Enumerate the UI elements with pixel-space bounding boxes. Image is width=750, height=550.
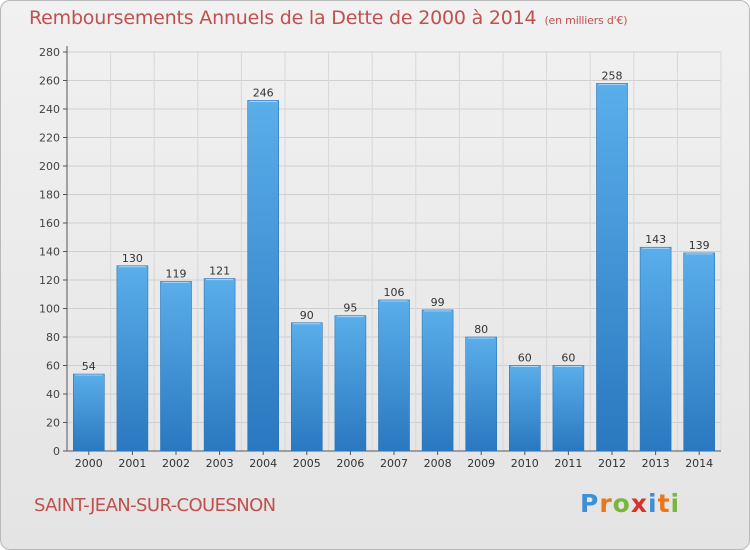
y-tick-label: 100 <box>39 303 60 316</box>
chart-unit: (en milliers d'€) <box>544 14 628 27</box>
y-tick-label: 160 <box>39 217 60 230</box>
logo-letter: i <box>648 489 658 518</box>
y-tick-label: 200 <box>39 160 60 173</box>
bar-2008[interactable] <box>421 309 454 452</box>
x-tick-label-2004: 2004 <box>249 457 277 470</box>
y-tick-label: 120 <box>39 274 60 287</box>
bar-2010[interactable] <box>508 365 541 452</box>
y-tick-label: 180 <box>39 189 60 202</box>
y-tick-label: 80 <box>46 331 60 344</box>
x-tick-label-2006: 2006 <box>336 457 364 470</box>
bar-2006[interactable] <box>334 315 367 452</box>
value-label-2012: 258 <box>602 69 623 82</box>
x-tick-label-2013: 2013 <box>642 457 670 470</box>
x-tick-label-2001: 2001 <box>118 457 146 470</box>
value-label-2006: 95 <box>343 302 357 315</box>
logo-letter: P <box>580 489 600 518</box>
bar-2002[interactable] <box>160 281 192 452</box>
x-tick-label-2007: 2007 <box>380 457 408 470</box>
data-labels: 54 130 119 121 246 90 95 106 99 80 60 60 258 143 139 <box>82 69 710 373</box>
bar-2004[interactable] <box>247 100 279 452</box>
x-tick-label-2014: 2014 <box>685 457 713 470</box>
x-tick-label-2002: 2002 <box>162 457 190 470</box>
y-tick-label: 280 <box>39 46 60 59</box>
x-tick-label-2000: 2000 <box>75 457 103 470</box>
x-tick-label-2011: 2011 <box>554 457 582 470</box>
chart-title: Remboursements Annuels de la Dette de 20… <box>29 7 628 29</box>
logo-letter: t <box>657 489 671 518</box>
value-label-2005: 90 <box>300 309 314 322</box>
value-label-2013: 143 <box>645 233 666 246</box>
y-tick-label: 0 <box>53 445 60 458</box>
bar-2013[interactable] <box>639 246 672 452</box>
x-tick-label-2012: 2012 <box>598 457 626 470</box>
logo-letter: x <box>630 489 648 518</box>
x-tick-label-2009: 2009 <box>467 457 495 470</box>
x-tick-label-2008: 2008 <box>424 457 452 470</box>
x-tick-label-2010: 2010 <box>511 457 539 470</box>
y-tick-label: 60 <box>46 360 60 373</box>
value-label-2008: 99 <box>431 296 445 309</box>
value-label-2004: 246 <box>253 86 274 99</box>
value-label-2002: 119 <box>166 267 187 280</box>
bar-2005[interactable] <box>290 322 323 452</box>
value-label-2007: 106 <box>384 286 405 299</box>
proxiti-logo[interactable]: Proxiti <box>580 489 680 518</box>
y-tick-label: 140 <box>39 246 60 259</box>
bars <box>73 83 716 452</box>
commune-name: SAINT-JEAN-SUR-COUESNON <box>34 495 276 516</box>
logo-letter: o <box>612 489 631 518</box>
value-label-2014: 139 <box>689 239 710 252</box>
bar-2007[interactable] <box>378 299 410 452</box>
bar-2012[interactable] <box>596 83 628 452</box>
bar-2014[interactable] <box>683 252 716 452</box>
y-tick-label: 40 <box>46 388 60 401</box>
chart-title-text: Remboursements Annuels de la Dette de 20… <box>29 7 537 29</box>
value-label-2009: 80 <box>474 323 488 336</box>
y-tick-label: 20 <box>46 417 60 430</box>
x-tick-label-2005: 2005 <box>293 457 321 470</box>
value-label-2003: 121 <box>209 265 230 278</box>
value-label-2000: 54 <box>82 360 96 373</box>
logo-letter: r <box>599 489 613 518</box>
value-label-2001: 130 <box>122 252 143 265</box>
value-label-2011: 60 <box>561 352 575 365</box>
x-tick-label-2003: 2003 <box>206 457 234 470</box>
value-label-2010: 60 <box>518 352 532 365</box>
bar-2011[interactable] <box>552 365 585 452</box>
logo-letter: i <box>670 489 681 518</box>
bar-2003[interactable] <box>203 278 236 452</box>
bar-2001[interactable] <box>116 265 149 452</box>
y-tick-label: 260 <box>39 75 60 88</box>
y-tick-label: 220 <box>39 132 60 145</box>
y-tick-label: 240 <box>39 103 60 116</box>
bar-2009[interactable] <box>465 336 498 452</box>
bar-2000[interactable] <box>73 373 105 452</box>
